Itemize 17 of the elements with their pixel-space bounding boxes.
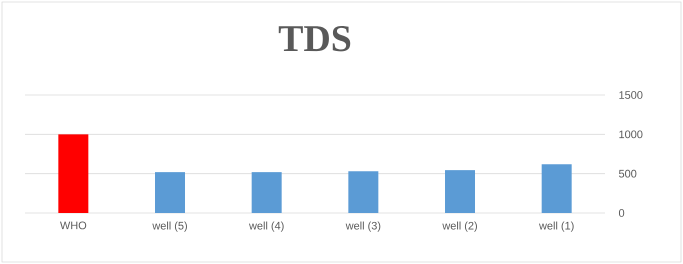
y-tick-label: 1000 [619,130,642,138]
y-tick-label: 1500 [619,91,642,99]
bar [58,134,88,213]
bar [445,170,476,213]
chart-title: TDS [278,26,350,52]
y-tick-label: 500 [618,170,636,178]
bar [155,172,186,213]
y-tick-label: 0 [618,209,624,217]
x-tick-label: well (5) [152,222,187,232]
bar [542,164,572,213]
x-tick-label: WHO [60,222,86,230]
x-tick-label: well (2) [442,222,477,232]
x-tick-label: well (3) [346,222,380,232]
x-tick-label: well (1) [539,222,574,232]
bar [348,171,378,213]
x-tick-label: well (4) [249,222,284,232]
bar [252,172,282,213]
